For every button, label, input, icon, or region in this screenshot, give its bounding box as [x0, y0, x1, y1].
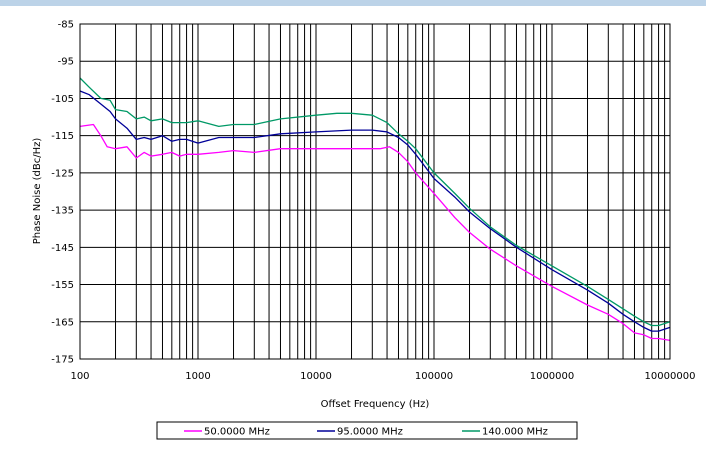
phase-noise-chart: -85 -95 -105 -115 -125 -135 -145 -155 -165 -175 1… — [32, 20, 695, 440]
series-line-2 — [79, 90, 671, 332]
series-layer — [79, 77, 671, 342]
x-tick-label: 10000 — [300, 371, 332, 382]
x-tick-label: 1000000 — [530, 371, 575, 382]
x-tick-label: 1000 — [185, 371, 210, 382]
x-axis-title: Offset Frequency (Hz) — [321, 399, 430, 410]
y-tick-label: -95 — [58, 57, 74, 68]
legend-label-1: 50.0000 MHz — [204, 427, 270, 438]
series-line-1 — [79, 123, 671, 342]
y-tick-label: -135 — [51, 206, 74, 217]
legend-box — [156, 421, 578, 440]
y-tick-label: -115 — [51, 131, 74, 142]
y-tick-label: -175 — [51, 355, 74, 366]
y-tick-label: -125 — [51, 168, 74, 179]
legend-label-3: 140.000 MHz — [482, 427, 548, 438]
y-tick-label: -165 — [51, 317, 74, 328]
y-tick-label: -85 — [58, 20, 74, 31]
legend: 50.0000 MHz 95.0000 MHz 140.000 MHz — [156, 421, 578, 440]
x-tick-label: 10000000 — [645, 371, 696, 382]
y-tick-label: -155 — [51, 280, 74, 291]
series-line-3 — [79, 77, 671, 327]
y-tick-labels: -85 -95 -105 -115 -125 -135 -145 -155 -165 -175 — [51, 20, 74, 366]
legend-items: 50.0000 MHz 95.0000 MHz 140.000 MHz — [184, 427, 548, 438]
y-tick-label: -145 — [51, 243, 74, 254]
y-axis-title: Phase Noise (dBc/Hz) — [32, 138, 43, 245]
legend-label-2: 95.0000 MHz — [337, 427, 403, 438]
x-tick-labels: 100 1000 10000 100000 1000000 10000000 — [70, 371, 695, 382]
x-tick-label: 100 — [70, 371, 89, 382]
plot-area-border — [79, 23, 671, 360]
y-tick-label: -105 — [51, 94, 74, 105]
plot-area-background — [80, 24, 670, 359]
x-tick-label: 100000 — [415, 371, 453, 382]
